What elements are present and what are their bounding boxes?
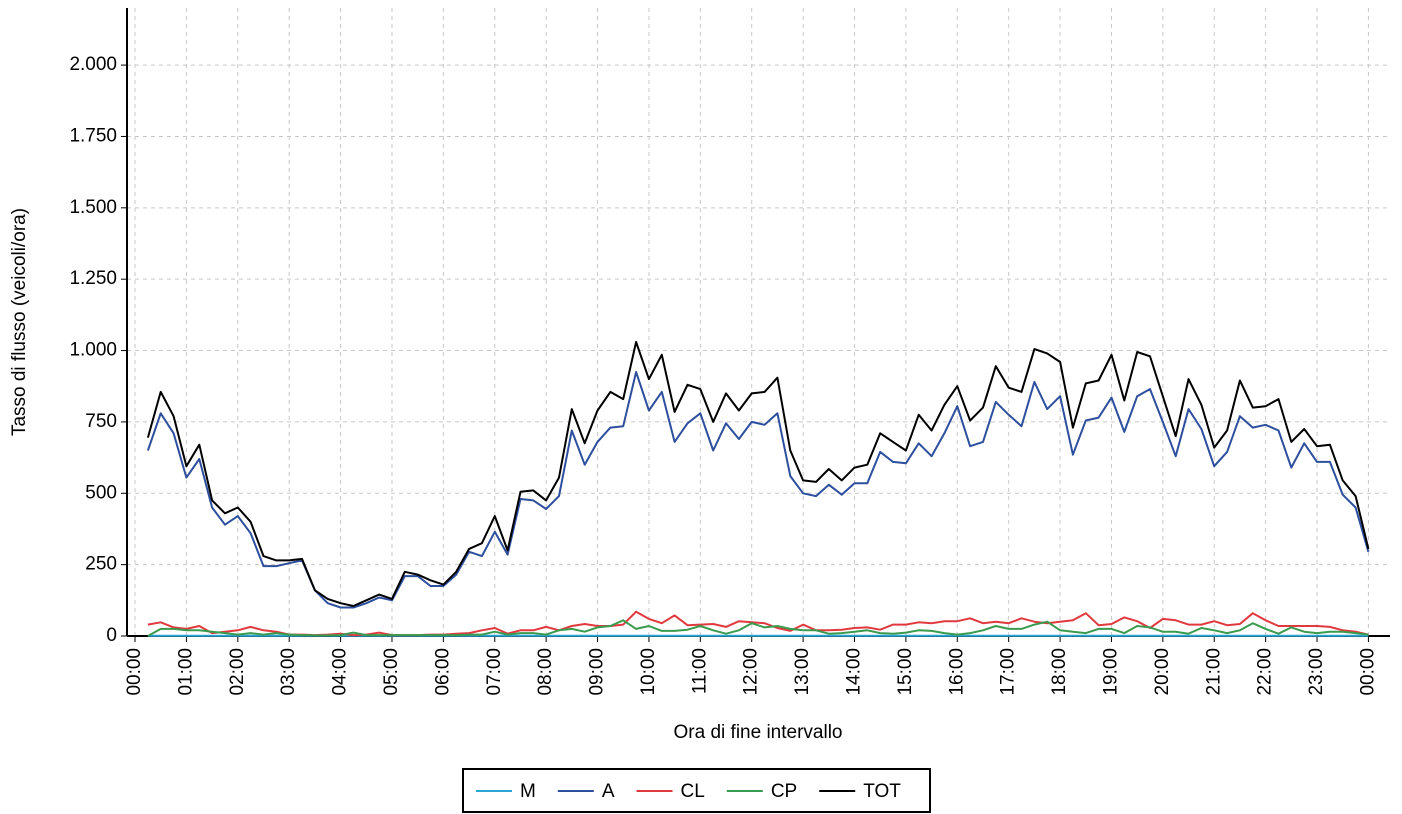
y-tick-label: 1.000: [69, 340, 117, 361]
x-tick-label: 04:00: [330, 648, 351, 696]
y-tick-label: 2.000: [69, 54, 117, 75]
y-tick-label: 500: [85, 482, 117, 503]
x-tick-label: 09:00: [587, 648, 608, 696]
series-line: [147, 619, 1369, 637]
legend-label: TOT: [863, 781, 901, 802]
x-tick-label: 00:00: [124, 648, 145, 696]
x-tick-label: 16:00: [946, 648, 967, 696]
y-tick-label: 250: [85, 554, 117, 575]
y-tick-label: 1.750: [69, 125, 117, 146]
x-tick-label: 01:00: [175, 648, 196, 696]
x-tick-label: 00:00: [1357, 648, 1378, 696]
x-axis-label: Ora di fine intervallo: [674, 722, 843, 743]
y-tick-label: 0: [106, 625, 117, 646]
legend-label: M: [520, 781, 536, 802]
legend-label: CL: [681, 781, 705, 802]
x-tick-label: 11:00: [689, 648, 710, 694]
x-tick-label: 20:00: [1152, 648, 1173, 696]
x-tick-label: 13:00: [792, 648, 813, 696]
x-tick-label: 22:00: [1255, 648, 1276, 696]
x-tick-label: 08:00: [535, 648, 556, 696]
series-line: [146, 341, 1370, 607]
series-line: [146, 371, 1370, 609]
x-tick-label: 12:00: [741, 648, 762, 696]
x-tick-label: 15:00: [895, 648, 916, 696]
y-tick-label: 1.500: [69, 197, 117, 218]
x-tick-label: 18:00: [1049, 648, 1070, 696]
x-tick-label: 05:00: [381, 648, 402, 696]
x-tick-label: 03:00: [278, 648, 299, 696]
x-tick-label: 02:00: [227, 648, 248, 696]
legend: M A CL CP TOT: [462, 768, 931, 813]
x-tick-label: 17:00: [998, 648, 1019, 696]
legend-label: CP: [771, 781, 797, 802]
x-tick-label: 07:00: [484, 648, 505, 696]
x-tick-label: 19:00: [1100, 648, 1121, 696]
series-line: [147, 610, 1369, 637]
legend-label: A: [602, 781, 615, 802]
x-tick-label: 10:00: [638, 648, 659, 696]
x-tick-label: 14:00: [844, 648, 865, 696]
y-tick-label: 1.250: [69, 268, 117, 289]
x-tick-label: 21:00: [1203, 648, 1224, 696]
y-axis-label: Tasso di flusso (veicoli/ora): [9, 208, 30, 436]
x-tick-label: 23:00: [1306, 648, 1327, 696]
x-tick-label: 06:00: [432, 648, 453, 696]
y-tick-label: 750: [85, 411, 117, 432]
